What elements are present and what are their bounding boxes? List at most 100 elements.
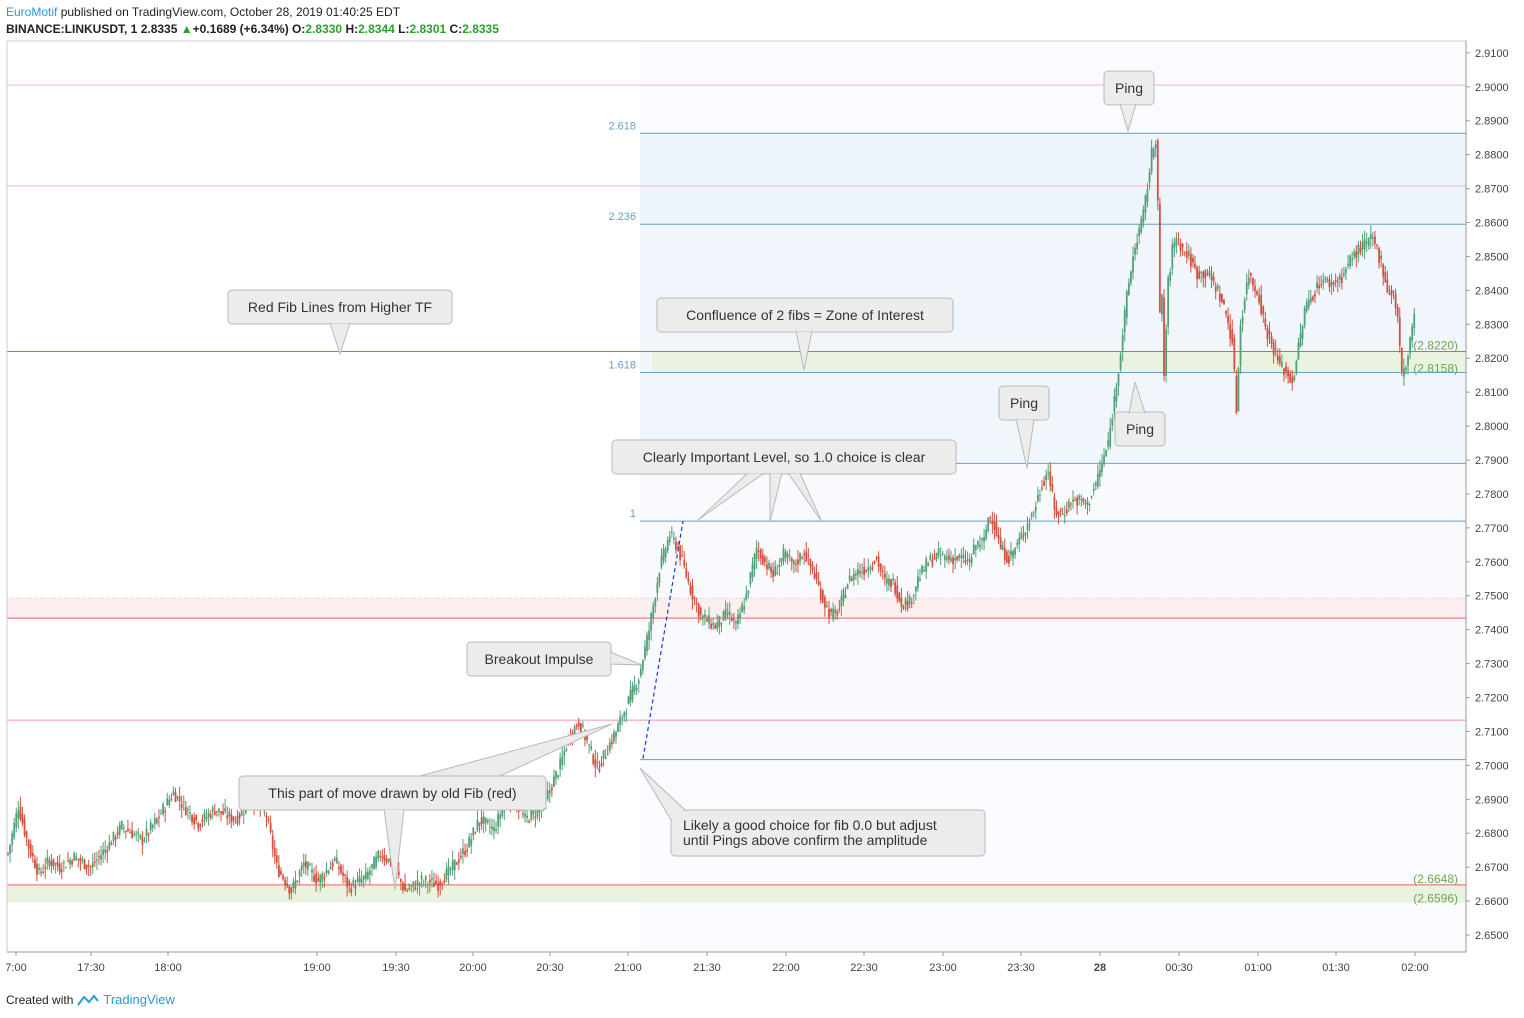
axis-layer: 2.6500 2.6600 2.6700 2.6800 2.6900 2.7000 2.71…	[5, 40, 1509, 974]
candle-body-107	[228, 811, 231, 817]
callout-old-fib-fill	[240, 777, 545, 809]
y-tick-label-17: 2.8200	[1475, 353, 1509, 365]
symbol-line: BINANCE:LINKUSDT, 1 2.8335 ▲+0.1689 (+6.…	[6, 22, 499, 36]
candle-body-553	[1150, 148, 1153, 173]
candle-body-106	[226, 815, 229, 819]
candle-body-294	[615, 731, 617, 738]
candle-body-63	[137, 832, 140, 834]
candle-body-158	[333, 858, 336, 861]
y-tick-label-19: 2.8400	[1475, 285, 1509, 297]
candle-body-557	[1158, 203, 1161, 313]
candle-body-35	[79, 857, 82, 862]
candle-body-380	[792, 560, 795, 565]
candle-body-320	[668, 536, 671, 543]
candle-body-452	[941, 553, 944, 555]
last-price: 2.8335	[140, 22, 178, 36]
candle-body-587	[1221, 293, 1223, 303]
candle-body-503	[1047, 472, 1050, 474]
candle-body-385	[803, 553, 806, 556]
candle-body-597	[1241, 316, 1244, 325]
candle-body-415	[865, 570, 868, 573]
candle-body-578	[1202, 272, 1205, 279]
candle-body-679	[1411, 326, 1414, 341]
candle-body-301	[629, 689, 632, 703]
candle-body-197	[414, 887, 417, 890]
tradingview-brand[interactable]: TradingView	[103, 992, 175, 1007]
candle-body-179	[377, 850, 380, 859]
candle-body-574	[1194, 263, 1196, 268]
candle-body-488	[1016, 542, 1019, 546]
candle-body-154	[325, 869, 328, 874]
candle-body-556	[1156, 140, 1159, 201]
candle-body-507	[1055, 507, 1058, 515]
callout-ping-mid-fill	[1000, 387, 1048, 419]
candle-body-376	[784, 551, 787, 559]
candle-body-622	[1293, 375, 1296, 381]
candle-body-467	[972, 544, 975, 555]
candle-body-473	[985, 529, 988, 539]
candle-body-229	[480, 817, 483, 825]
candle-body-436	[908, 596, 911, 604]
candle-body-266	[557, 775, 559, 777]
candle-body-661	[1374, 236, 1376, 244]
candle-body-69	[149, 822, 152, 831]
candle-body-485	[1010, 550, 1012, 556]
candle-body-585	[1216, 285, 1219, 289]
candle-body-594	[1235, 376, 1238, 413]
candle-body-602	[1252, 278, 1254, 286]
candle-body-352	[735, 621, 737, 624]
candle-body-545	[1134, 247, 1136, 255]
candle-body-432	[900, 597, 903, 607]
candle-body-172	[362, 875, 365, 880]
price-chart[interactable]: (2.8220)(2.8158)(2.6648)(2.6596) 2.6182.…	[0, 0, 1524, 990]
candle-body-231	[484, 817, 487, 823]
candle-body-285	[596, 761, 599, 763]
candle-body-502	[1045, 474, 1048, 480]
candle-body-304	[635, 687, 638, 690]
candle-body-92	[197, 823, 200, 829]
candle-body-305	[637, 680, 640, 684]
y-tick-label-13: 2.7800	[1475, 489, 1509, 501]
annotations-layer: Red Fib Lines from Higher TF Confluence o…	[227, 70, 1166, 891]
candle-body-156	[329, 866, 332, 870]
candle-body-472	[983, 537, 985, 542]
candle-body-16	[40, 871, 42, 873]
candle-body-576	[1198, 271, 1201, 279]
candle-body-508	[1057, 511, 1060, 515]
candle-body-519	[1080, 499, 1083, 501]
callout-confluence-fill	[658, 299, 952, 331]
candle-body-405	[844, 595, 847, 598]
candle-body-329	[687, 578, 690, 582]
y-tick-label-6: 2.7100	[1475, 726, 1509, 738]
callout-ping-top-text-0: Ping	[1115, 80, 1143, 96]
callout-confluence: Confluence of 2 fibs = Zone of Interest	[656, 297, 954, 371]
candle-body-437	[910, 602, 913, 604]
candle-body-423	[881, 570, 884, 572]
callout-important-level-text-0: Clearly Important Level, so 1.0 choice i…	[643, 449, 926, 465]
candle-body-605	[1258, 295, 1261, 303]
y-tick-label-16: 2.8100	[1475, 387, 1509, 399]
candle-body-369	[770, 566, 772, 573]
candle-body-558	[1161, 294, 1163, 315]
candle-body-37	[83, 859, 86, 870]
candle-body-398	[830, 609, 832, 612]
candle-body-592	[1231, 329, 1234, 344]
candle-body-66	[143, 840, 146, 842]
candle-body-590	[1227, 315, 1230, 324]
callout-fib-zero: Likely a good choice for fib 0.0 but adj…	[639, 767, 986, 857]
candle-body-537	[1117, 373, 1120, 387]
candle-body-39	[87, 865, 90, 867]
candle-body-295	[617, 723, 619, 732]
candle-body-627	[1303, 308, 1306, 326]
candle-body-263	[550, 787, 553, 791]
candle-body-199	[418, 882, 421, 887]
candle-body-458	[954, 558, 957, 561]
candle-body-314	[656, 582, 659, 593]
candle-body-541	[1125, 291, 1128, 318]
candle-body-476	[991, 520, 994, 524]
candle-body-174	[366, 872, 369, 880]
candle-body-109	[232, 816, 235, 821]
publisher-name[interactable]: EuroMotif	[6, 5, 58, 19]
callout-confluence-text-0: Confluence of 2 fibs = Zone of Interest	[686, 307, 924, 323]
y-tick-label-10: 2.7500	[1475, 591, 1509, 603]
